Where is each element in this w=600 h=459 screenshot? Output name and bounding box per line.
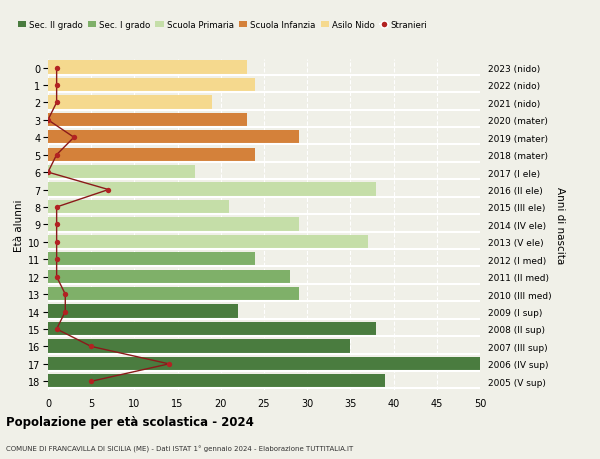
Point	[52, 100, 61, 107]
Y-axis label: Anni di nascita: Anni di nascita	[555, 186, 565, 263]
Point	[43, 117, 53, 124]
Bar	[48, 218, 299, 232]
Point	[86, 378, 96, 385]
Bar	[48, 305, 238, 319]
Bar	[48, 357, 480, 371]
Point	[69, 134, 79, 142]
Point	[86, 343, 96, 350]
Bar	[48, 166, 195, 180]
Bar	[48, 78, 256, 93]
Bar	[48, 61, 247, 75]
Bar	[48, 201, 229, 215]
Point	[52, 221, 61, 229]
Bar	[48, 131, 299, 145]
Bar	[48, 183, 376, 197]
Point	[61, 308, 70, 315]
Bar	[48, 96, 212, 110]
Text: Popolazione per età scolastica - 2024: Popolazione per età scolastica - 2024	[6, 415, 254, 428]
Bar	[48, 375, 385, 389]
Point	[52, 256, 61, 263]
Point	[61, 291, 70, 298]
Legend: Sec. II grado, Sec. I grado, Scuola Primaria, Scuola Infanzia, Asilo Nido, Stran: Sec. II grado, Sec. I grado, Scuola Prim…	[18, 21, 428, 30]
Bar	[48, 270, 290, 284]
Point	[164, 360, 174, 368]
Text: COMUNE DI FRANCAVILLA DI SICILIA (ME) - Dati ISTAT 1° gennaio 2024 - Elaborazion: COMUNE DI FRANCAVILLA DI SICILIA (ME) - …	[6, 445, 353, 453]
Bar	[48, 340, 350, 354]
Point	[52, 151, 61, 159]
Point	[52, 204, 61, 211]
Y-axis label: Età alunni: Età alunni	[14, 199, 24, 251]
Point	[52, 82, 61, 90]
Bar	[48, 252, 256, 267]
Point	[52, 325, 61, 333]
Bar	[48, 113, 247, 128]
Point	[104, 186, 113, 194]
Point	[52, 65, 61, 72]
Bar	[48, 235, 368, 249]
Bar	[48, 148, 256, 162]
Bar	[48, 287, 299, 302]
Point	[43, 169, 53, 176]
Bar	[48, 322, 376, 336]
Point	[52, 239, 61, 246]
Point	[52, 274, 61, 281]
